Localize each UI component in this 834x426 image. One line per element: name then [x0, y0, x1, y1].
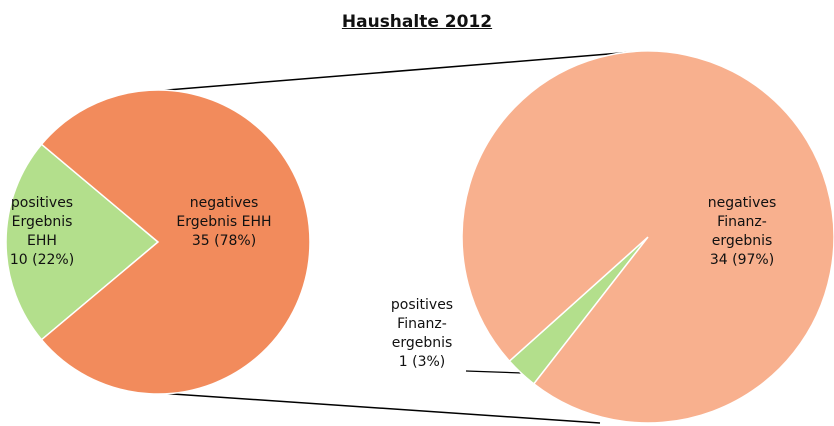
slice-value-label: 1 (3%): [398, 354, 446, 370]
connector: [154, 51, 634, 92]
connector: [157, 392, 601, 424]
pie-slice: [40, 89, 311, 395]
pie-slice: [461, 50, 834, 424]
slice-value-label: 34 (97%): [709, 252, 775, 268]
slice-label: negatives Finanz-ergebnis 34 (97%): [690, 194, 794, 270]
slice-category: negatives Finanz-ergebnis: [707, 195, 777, 249]
slice-category: negatives Ergebnis EHH: [176, 195, 272, 230]
slice-category: positives Finanz-ergebnis: [390, 297, 454, 351]
slice-label: positives Ergebnis EHH 10 (22%): [0, 194, 84, 270]
pie-slice: [5, 143, 160, 341]
slice-label: positives Finanz-ergebnis 1 (3%): [378, 296, 466, 372]
slice-label: negatives Ergebnis EHH 35 (78%): [168, 194, 280, 251]
slice-value-label: 10 (22%): [9, 252, 75, 268]
slice-category: positives Ergebnis EHH: [10, 195, 74, 249]
slice-value-label: 35 (78%): [191, 233, 257, 249]
chart-title: Haushalte 2012: [341, 12, 493, 32]
leader-line: [465, 370, 523, 374]
